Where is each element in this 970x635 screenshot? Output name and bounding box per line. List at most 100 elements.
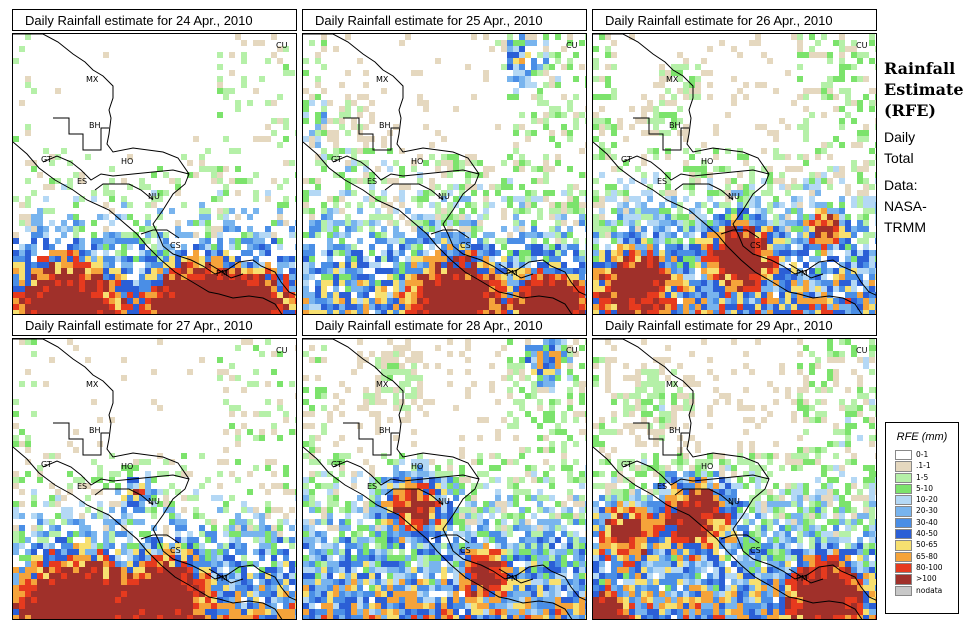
legend-label: 20-30 <box>916 506 938 516</box>
title-line-3: (RFE) <box>884 101 936 120</box>
legend-swatch <box>895 483 912 495</box>
legend-swatch <box>895 529 912 540</box>
legend-label: nodata <box>916 585 943 595</box>
rainfall-map: MX BH GT HO ES NU CS PM CU <box>12 33 297 315</box>
country-label-pm: PM <box>506 574 518 583</box>
legend-swatch <box>895 551 912 562</box>
country-label-es: ES <box>367 177 377 186</box>
coastline-border <box>94 488 154 506</box>
country-label-mx: MX <box>376 380 389 389</box>
country-label-bh: BH <box>669 426 681 435</box>
country-label-cs: CS <box>460 241 471 250</box>
country-label-ho: HO <box>411 462 423 471</box>
legend-label: 30-40 <box>916 517 938 527</box>
country-label-cs: CS <box>750 546 761 555</box>
country-label-es: ES <box>657 177 667 186</box>
country-label-bh: BH <box>669 121 681 130</box>
country-label-ho: HO <box>701 157 713 166</box>
legend-swatch <box>895 574 912 585</box>
rfe-panel-apr26: Daily Rainfall estimate for 26 Apr., 201… <box>592 9 877 315</box>
country-label-mx: MX <box>86 75 99 84</box>
coastline-border <box>13 446 283 619</box>
country-label-ho: HO <box>701 462 713 471</box>
rfe-panel-apr28: Daily Rainfall estimate for 28 Apr., 201… <box>302 314 587 620</box>
coastline-border <box>622 155 770 181</box>
country-label-mx: MX <box>376 75 389 84</box>
legend-item: 80-100 <box>895 562 958 574</box>
legend-item: 0-1 <box>895 450 958 461</box>
coastline-border <box>140 534 180 544</box>
country-label-cu: CU <box>566 41 578 50</box>
country-label-gt: GT <box>41 460 52 469</box>
panel-title: Daily Rainfall estimate for 27 Apr., 201… <box>12 314 297 336</box>
legend-item: 30-40 <box>895 517 958 529</box>
product-title-block: Rainfall Estimate (RFE) Daily Total Data… <box>884 58 970 238</box>
panel-title: Daily Rainfall estimate for 29 Apr., 201… <box>592 314 877 336</box>
subtitle-line-2: Total <box>884 150 914 166</box>
rainfall-map: MX BH GT HO ES NU CS PM CU <box>302 338 587 620</box>
coastline-border <box>593 339 876 601</box>
coastline-border <box>303 446 573 619</box>
country-label-pm: PM <box>796 269 808 278</box>
country-label-gt: GT <box>331 155 342 164</box>
data-source-line-2: NASA- <box>884 198 927 214</box>
coastline-border <box>633 422 689 456</box>
country-label-bh: BH <box>89 121 101 130</box>
country-label-ho: HO <box>121 462 133 471</box>
coastline-border <box>593 141 863 314</box>
rfe-panel-apr24: Daily Rainfall estimate for 24 Apr., 201… <box>12 9 297 315</box>
legend-item: 50-65 <box>895 540 958 551</box>
rainfall-grid: MX BH GT HO ES NU CS PM CU <box>13 34 296 314</box>
country-label-ho: HO <box>121 157 133 166</box>
legend-item: 10-20 <box>895 495 958 506</box>
country-label-pm: PM <box>216 574 228 583</box>
legend-swatch <box>895 517 912 529</box>
coastline-border <box>384 183 444 201</box>
country-label-gt: GT <box>41 155 52 164</box>
coastline-border <box>42 460 190 486</box>
coastline-border <box>593 446 863 619</box>
coastline-border <box>332 460 480 486</box>
rfe-legend: RFE (mm) 0-1 .1-1 1-5 5-10 10-20 20-30 30-40 40… <box>885 422 959 614</box>
coastline-border <box>13 339 296 601</box>
rainfall-map: MX BH GT HO ES NU CS PM CU <box>592 33 877 315</box>
panel-title: Daily Rainfall estimate for 24 Apr., 201… <box>12 9 297 31</box>
legend-label: 5-10 <box>916 483 934 493</box>
country-label-pm: PM <box>506 269 518 278</box>
country-label-cs: CS <box>460 546 471 555</box>
coastline-border <box>303 141 573 314</box>
coastline-border <box>384 488 444 506</box>
legend-swatch <box>895 585 912 596</box>
coastline-border <box>622 460 770 486</box>
legend-item: 40-50 <box>895 529 958 540</box>
country-label-mx: MX <box>666 380 679 389</box>
title-line-2: Estimate <box>884 80 964 99</box>
country-label-cu: CU <box>856 41 868 50</box>
coastline-border <box>13 34 296 296</box>
country-label-gt: GT <box>331 460 342 469</box>
country-label-pm: PM <box>796 574 808 583</box>
legend-label: 50-65 <box>916 540 938 550</box>
data-source: Data: NASA- TRMM <box>884 175 970 238</box>
legend-item: 5-10 <box>895 483 958 495</box>
rainfall-map: MX BH GT HO ES NU CS PM CU <box>592 338 877 620</box>
data-source-line-1: Data: <box>884 177 918 193</box>
country-label-cu: CU <box>276 346 288 355</box>
country-label-nu: NU <box>728 497 740 506</box>
legend-item: 65-80 <box>895 551 958 563</box>
coastline-border <box>208 568 244 584</box>
country-label-es: ES <box>367 482 377 491</box>
rainfall-grid: MX BH GT HO ES NU CS PM CU <box>303 339 586 619</box>
coastline-border <box>303 34 586 296</box>
country-label-cs: CS <box>170 546 181 555</box>
legend-label: 0-1 <box>916 450 929 459</box>
country-label-cu: CU <box>566 346 578 355</box>
country-label-mx: MX <box>666 75 679 84</box>
country-label-nu: NU <box>438 192 450 201</box>
country-label-ho: HO <box>411 157 423 166</box>
coastline-border <box>498 263 534 279</box>
legend-item: nodata <box>895 585 958 597</box>
panel-title: Daily Rainfall estimate for 28 Apr., 201… <box>302 314 587 336</box>
country-label-bh: BH <box>379 426 391 435</box>
coastline-border <box>674 488 734 506</box>
